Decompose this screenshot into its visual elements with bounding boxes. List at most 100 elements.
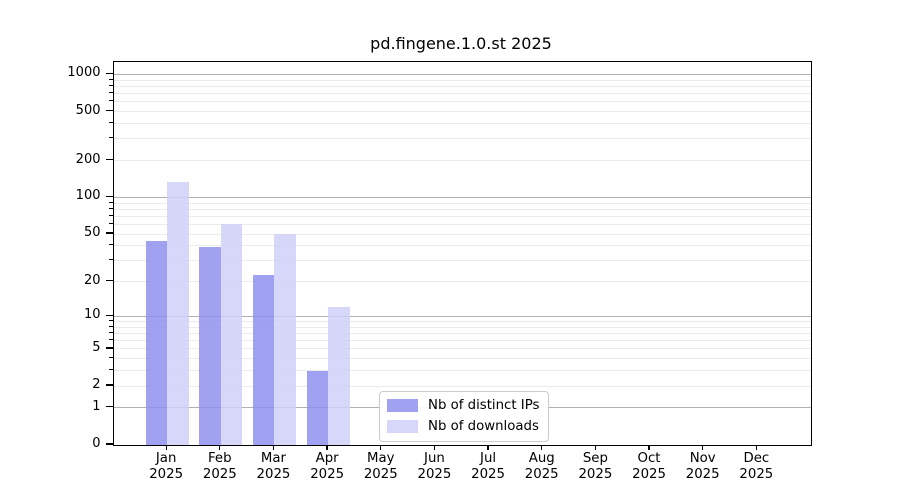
bar-downloads-feb [220, 223, 243, 445]
x-tick-month: Jun [424, 451, 445, 466]
y-tick-mark [105, 443, 113, 445]
x-tick-month: Jul [480, 451, 497, 466]
x-tick-month: Nov [689, 451, 716, 466]
x-tick-label-jan: Jan 2025 [138, 451, 194, 482]
y-minor-tick-mark [108, 331, 113, 333]
y-tick-mark [105, 72, 113, 75]
x-tick-month: Mar [260, 451, 286, 466]
x-tick-year: 2025 [256, 466, 291, 482]
major-gridline [113, 196, 811, 198]
x-tick-year: 2025 [310, 466, 345, 482]
minor-gridline [113, 85, 811, 87]
y-tick-label: 100 [75, 188, 101, 204]
minor-gridline [113, 385, 811, 387]
x-tick-mark [380, 445, 382, 450]
minor-gridline [113, 111, 811, 113]
x-tick-mark [648, 445, 650, 450]
x-tick-year: 2025 [632, 466, 666, 482]
bar-ips-mar [253, 274, 275, 445]
y-tick-label: 2 [92, 377, 101, 393]
minor-gridline [113, 348, 811, 350]
bar-ips-feb [199, 247, 221, 445]
x-tick-mark [165, 445, 167, 450]
y-minor-tick-mark [108, 384, 113, 386]
minor-gridline [113, 122, 811, 124]
y-minor-tick-mark [108, 110, 113, 112]
y-minor-tick-mark [108, 214, 113, 216]
legend-label-downloads: Nb of downloads [428, 419, 539, 434]
x-tick-label-apr: Apr 2025 [299, 451, 355, 482]
y-minor-tick-mark [108, 347, 113, 349]
x-tick-month: Jan [155, 451, 177, 466]
plot-area [112, 61, 812, 446]
x-tick-year: 2025 [524, 466, 559, 482]
minor-gridline [113, 79, 811, 81]
x-tick-label-nov: Nov 2025 [675, 451, 731, 482]
y-tick-label: 1000 [67, 65, 101, 81]
minor-gridline [113, 281, 811, 283]
minor-gridline [113, 340, 811, 342]
x-tick-month: Aug [528, 451, 555, 466]
x-tick-month: May [367, 451, 395, 466]
minor-gridline [113, 326, 811, 328]
x-tick-year: 2025 [685, 466, 720, 482]
minor-gridline [113, 138, 811, 140]
y-tick-label: 50 [83, 225, 101, 241]
y-minor-tick-mark [108, 84, 113, 86]
bar-ips-apr [306, 370, 329, 445]
y-minor-tick-mark [108, 232, 113, 234]
y-minor-tick-mark [108, 121, 113, 123]
y-minor-tick-mark [108, 78, 113, 80]
bar-downloads-apr [328, 307, 350, 445]
y-tick-label: 20 [83, 272, 101, 288]
minor-gridline [113, 358, 811, 360]
y-minor-tick-mark [108, 137, 113, 139]
x-tick-mark [219, 445, 221, 450]
x-tick-label-oct: Oct 2025 [621, 451, 677, 482]
y-minor-tick-mark [108, 319, 113, 321]
x-tick-label-jun: Jun 2025 [406, 451, 462, 482]
y-minor-tick-mark [108, 325, 113, 327]
x-tick-month: Apr [315, 451, 339, 466]
legend-entry-distinct-ips: Nb of distinct IPs [387, 397, 539, 414]
x-tick-year: 2025 [739, 466, 774, 482]
x-tick-label-sep: Sep 2025 [567, 451, 623, 482]
x-tick-mark [326, 445, 328, 450]
y-tick-mark [105, 314, 113, 316]
minor-gridline [113, 208, 811, 210]
legend-entry-downloads: Nb of downloads [387, 418, 539, 435]
x-tick-year: 2025 [417, 466, 452, 482]
y-tick-mark [105, 406, 113, 408]
minor-gridline [113, 92, 811, 94]
y-tick-mark [105, 195, 113, 198]
y-tick-label: 0 [92, 436, 101, 451]
y-minor-tick-mark [108, 100, 113, 102]
y-minor-tick-mark [108, 201, 113, 203]
bar-downloads-jan [167, 181, 189, 445]
y-minor-tick-mark [108, 207, 113, 209]
x-tick-month: Feb [208, 451, 232, 466]
y-minor-tick-mark [108, 244, 113, 246]
legend-swatch-distinct-ips [387, 399, 418, 412]
x-tick-month: Dec [743, 451, 770, 466]
major-gridline [113, 73, 811, 75]
x-tick-mark [594, 445, 597, 450]
x-tick-year: 2025 [363, 466, 398, 482]
legend-swatch-downloads [387, 420, 418, 433]
x-tick-label-jul: Jul 2025 [460, 451, 516, 482]
x-tick-month: Oct [637, 451, 661, 466]
minor-gridline [113, 101, 811, 103]
x-tick-year: 2025 [578, 466, 613, 482]
minor-gridline [113, 320, 811, 322]
y-minor-tick-mark [108, 369, 113, 371]
bar-ips-jan [145, 240, 168, 445]
y-tick-label: 10 [83, 307, 101, 323]
minor-gridline [113, 202, 811, 204]
x-tick-mark [433, 445, 436, 450]
x-tick-year: 2025 [471, 466, 505, 482]
y-tick-label: 500 [75, 102, 101, 118]
y-minor-tick-mark [108, 280, 113, 282]
minor-gridline [113, 233, 811, 235]
x-tick-label-feb: Feb 2025 [192, 451, 248, 482]
y-minor-tick-mark [108, 159, 113, 160]
